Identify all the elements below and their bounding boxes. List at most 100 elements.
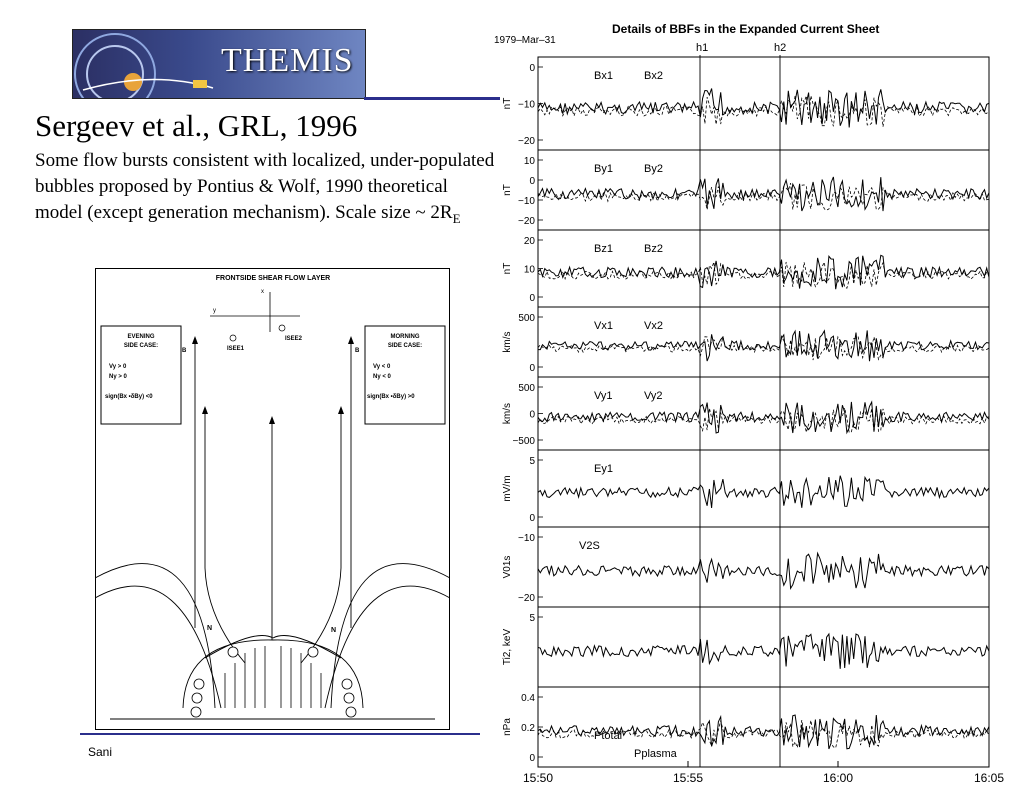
time-tick: 15:50: [523, 771, 553, 785]
isee2-label: ISEE2: [285, 336, 303, 342]
bbf-plot: 1979–Mar–31 Details of BBFs in the Expan…: [494, 22, 1004, 785]
trace-dashed: [537, 95, 990, 127]
trace-dashed: [537, 407, 990, 434]
evening-cond1: Vy > 0: [109, 364, 127, 370]
panel-unit: km/s: [502, 331, 513, 352]
panel-tick: 0: [529, 513, 535, 524]
trace-solid: [538, 329, 990, 362]
h2-label: h2: [774, 42, 786, 54]
legend-1: Vx1: [594, 320, 613, 332]
shear-flow-diagram: FRONTSIDE SHEAR FLOW LAYER x y ISEE1 ISE…: [95, 268, 450, 730]
panel-tick: 0: [529, 363, 535, 374]
trace-solid: [537, 551, 990, 591]
panel-frame: [537, 306, 990, 378]
panel-unit: km/s: [502, 403, 513, 424]
evening-cond2: Ny > 0: [109, 374, 128, 380]
panel-tick: 0.2: [521, 723, 535, 734]
diagram-title: FRONTSIDE SHEAR FLOW LAYER: [216, 275, 330, 282]
panel-unit: nPa: [502, 718, 513, 736]
legend-2: Vx2: [644, 320, 663, 332]
slide-body: Some flow bursts consistent with localiz…: [35, 148, 495, 232]
legend-2: By2: [644, 163, 663, 175]
evening-line2: SIDE CASE:: [124, 343, 158, 349]
time-tick: 16:00: [823, 771, 853, 785]
panel-tick: 0: [529, 293, 535, 304]
header-rule: [364, 97, 500, 100]
panel-unit: nT: [502, 184, 513, 196]
logo-text: THEMIS: [221, 42, 354, 79]
panel-tick: 0: [529, 176, 535, 187]
plot-date: 1979–Mar–31: [494, 35, 556, 46]
axis-y-label: y: [213, 308, 216, 314]
morning-cond2: Ny < 0: [373, 374, 392, 380]
footer-text: Sani: [88, 745, 113, 759]
trace-solid: [537, 254, 990, 290]
legend-1: By1: [594, 163, 613, 175]
slide-title: Sergeev et al., GRL, 1996: [35, 108, 358, 143]
legend-2: Bx2: [644, 70, 663, 82]
legend-1: V2S: [579, 540, 600, 552]
panel-tick: −500: [512, 436, 535, 447]
panel-tick: 0.4: [521, 693, 535, 704]
trace-dashed: [537, 261, 990, 289]
body-text: Some flow bursts consistent with localiz…: [35, 150, 495, 223]
panel-tick: −10: [518, 100, 535, 111]
panel-unit: Ti2, keV: [502, 629, 513, 666]
morning-line1: MORNING: [391, 334, 420, 340]
panel-tick: 20: [524, 236, 536, 247]
evening-cond3: sign(Bx •δBy) <0: [105, 394, 153, 400]
morning-cond3: sign(Bx •δBy) >0: [367, 394, 415, 400]
h1-label: h1: [696, 42, 708, 54]
panel-tick: 10: [524, 265, 536, 276]
panel-tick: −20: [518, 216, 535, 227]
logo-earth-graphic: [74, 33, 214, 98]
footer-rule: [80, 733, 480, 735]
legend-2: Bz2: [644, 243, 663, 255]
body-subscript: E: [452, 210, 461, 226]
b-right-label: B: [355, 348, 360, 354]
panel-unit: mV/m: [502, 475, 513, 501]
morning-line2: SIDE CASE:: [388, 343, 422, 349]
trace-solid: [537, 632, 990, 669]
time-tick: 16:05: [974, 771, 1004, 785]
evening-line1: EVENING: [127, 334, 154, 340]
legend-1: Ptotal: [594, 730, 622, 742]
panel-unit: nT: [502, 98, 513, 110]
trace-dashed: [537, 335, 990, 361]
panel-tick: −20: [518, 593, 535, 604]
b-left-label: B: [182, 348, 187, 354]
plot-title: Details of BBFs in the Expanded Current …: [612, 22, 879, 36]
legend-1: Bz1: [594, 243, 613, 255]
isee1-label: ISEE1: [227, 346, 245, 352]
time-tick: 15:55: [673, 771, 703, 785]
legend-2: Vy2: [644, 390, 663, 402]
trace-solid: [537, 400, 989, 435]
trace-solid: [537, 176, 990, 212]
panel-tick: −10: [518, 196, 535, 207]
panel-tick: 10: [524, 156, 536, 167]
n-left-label: N: [207, 625, 212, 632]
panel-unit: nT: [502, 263, 513, 275]
panel-tick: 0: [529, 753, 535, 764]
panel-frame: [537, 526, 990, 608]
trace-dashed: [537, 720, 990, 750]
trace-solid: [537, 88, 990, 128]
legend-1: Bx1: [594, 70, 613, 82]
panel-tick: 500: [518, 383, 535, 394]
legend-1: Ey1: [594, 463, 613, 475]
panel-tick: 0: [529, 63, 535, 74]
axis-x-label: x: [261, 289, 264, 295]
n-right-label: N: [331, 627, 336, 634]
trace-solid: [537, 714, 990, 750]
panel-tick: 5: [529, 456, 535, 467]
legend-2: Pplasma: [634, 748, 678, 760]
trace-solid: [537, 475, 990, 509]
panel-tick: −20: [518, 136, 535, 147]
panel-tick: 500: [518, 313, 535, 324]
themis-logo: THEMIS: [72, 29, 366, 99]
panel-unit: V01s: [502, 556, 513, 579]
morning-cond1: Vy < 0: [373, 364, 391, 370]
panel-tick: 0: [529, 410, 535, 421]
legend-1: Vy1: [594, 390, 613, 402]
panel-tick: −10: [518, 533, 535, 544]
